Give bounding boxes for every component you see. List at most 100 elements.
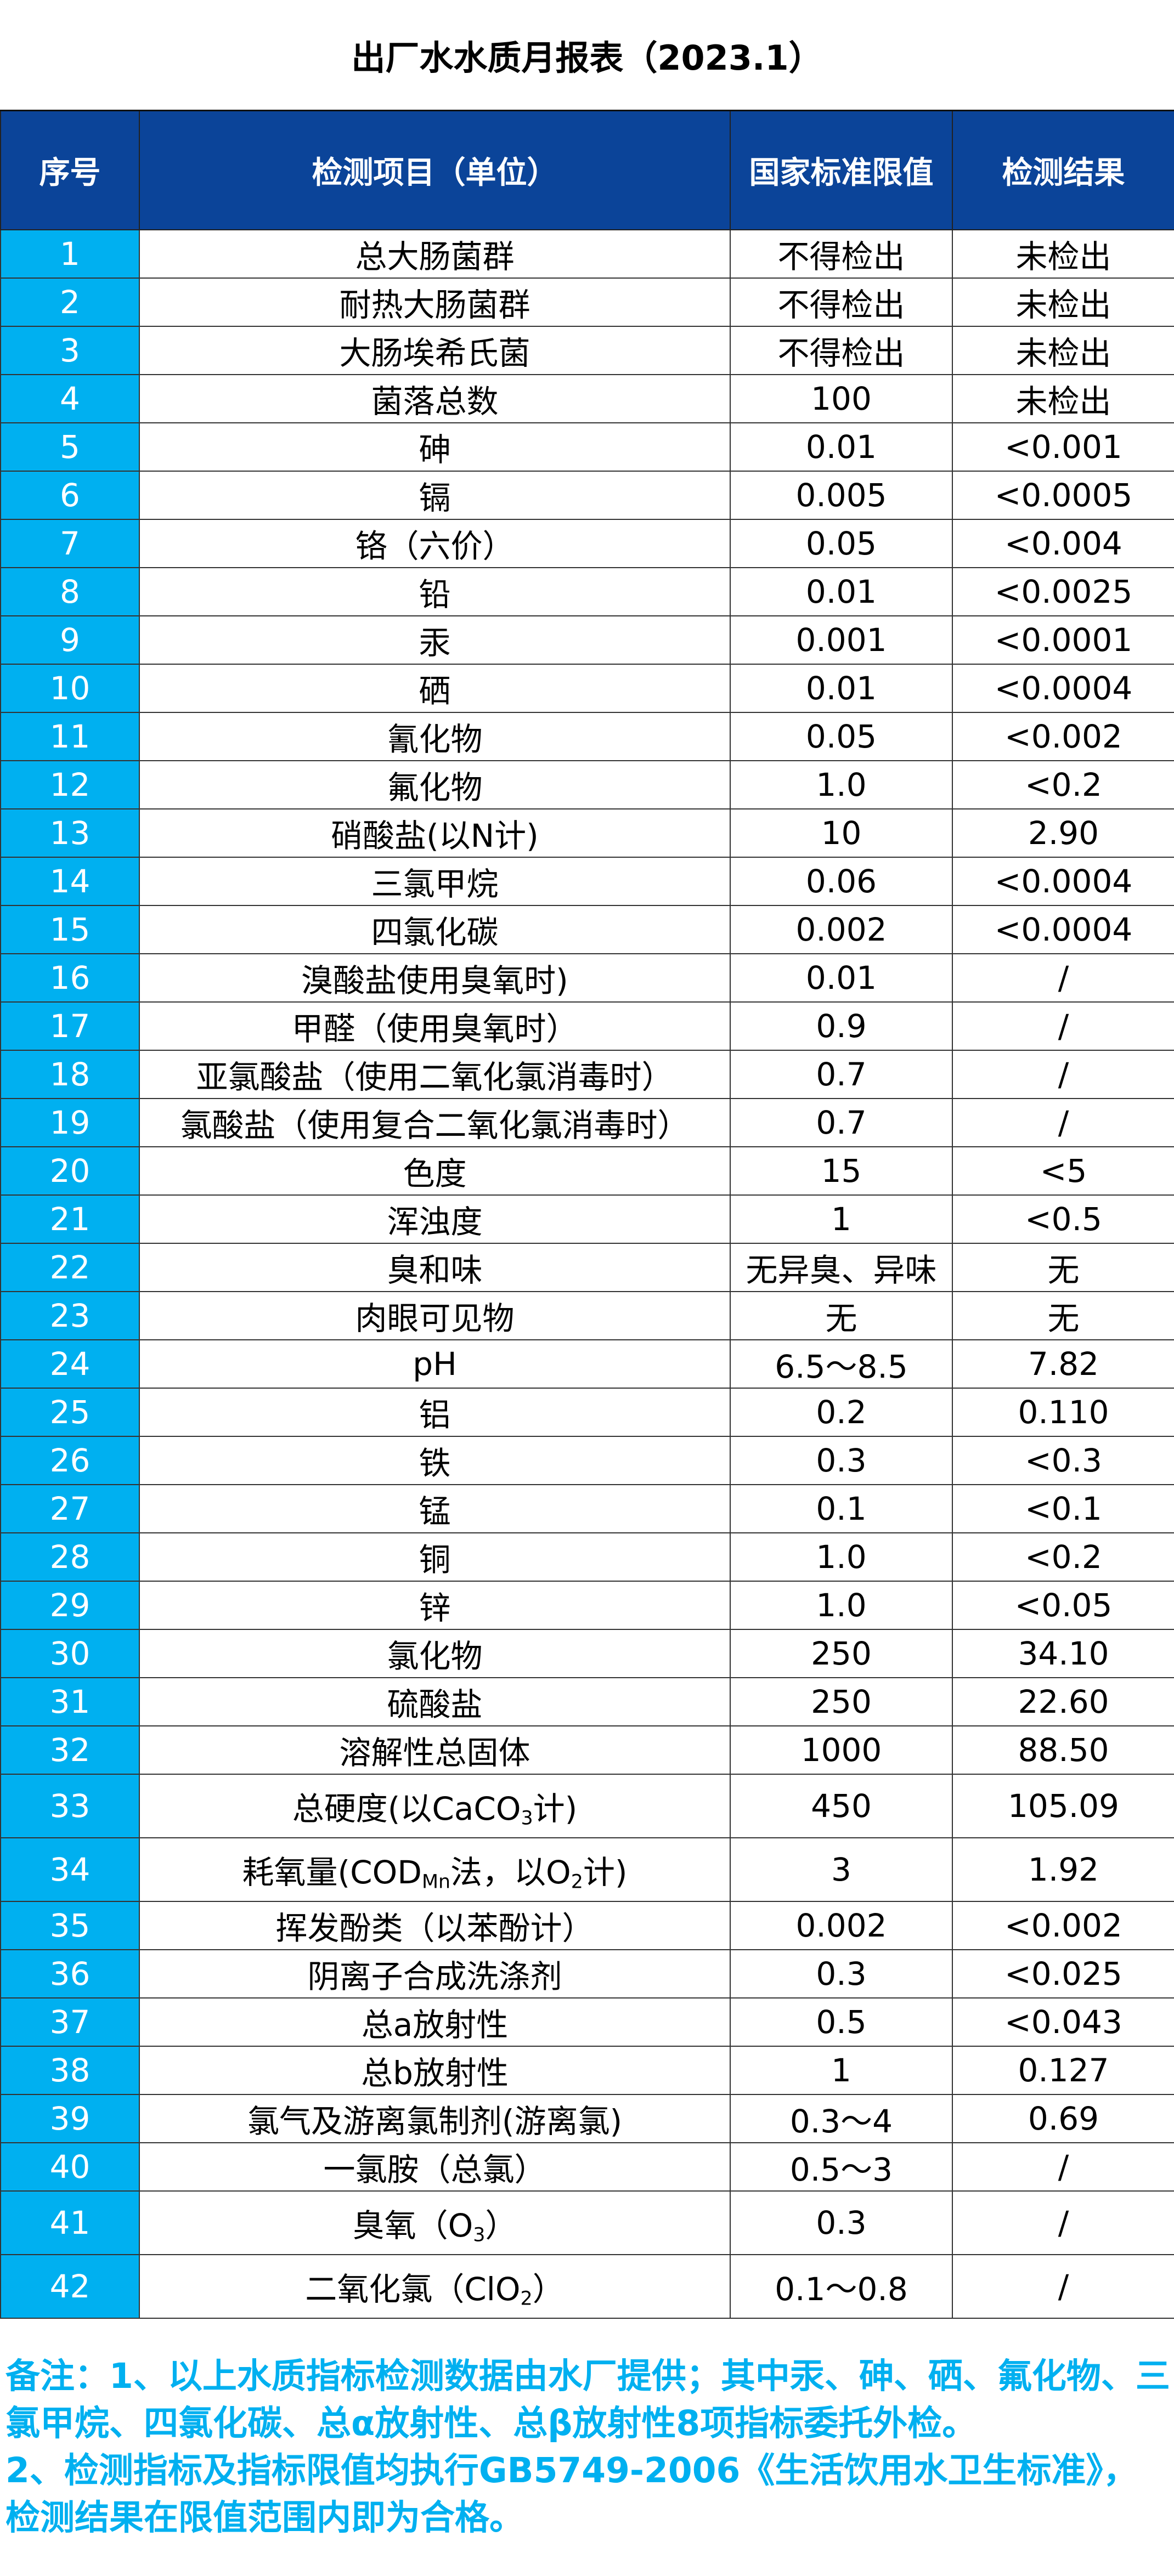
row-item: 亚氯酸盐（使用二氧化氯消毒时） xyxy=(139,1050,731,1099)
row-result: 0.127 xyxy=(952,2046,1174,2095)
item-text: 铅 xyxy=(419,576,451,613)
row-index: 42 xyxy=(0,2254,140,2319)
row-limit: 450 xyxy=(730,1774,953,1838)
row-index: 14 xyxy=(0,857,140,906)
row-item: 硫酸盐 xyxy=(139,1677,731,1726)
row-item: 浑浊度 xyxy=(139,1194,731,1244)
row-result: 未检出 xyxy=(952,326,1174,375)
item-text: 镉 xyxy=(419,479,451,517)
row-limit: 0.2 xyxy=(730,1388,953,1437)
row-limit: 0.5 xyxy=(730,1997,953,2047)
notes: 备注：1、以上水质指标检测数据由水厂提供；其中汞、砷、硒、氟化物、三氯甲烷、四氯… xyxy=(5,2353,1171,2541)
row-result: <0.2 xyxy=(952,1532,1174,1582)
table-row: 34 耗氧量(CODMn法，以O2计) 3 1.92 xyxy=(0,1837,1174,1902)
item-text: 氰化物 xyxy=(387,721,483,758)
row-limit: 0.7 xyxy=(730,1050,953,1099)
row-result: <0.05 xyxy=(952,1581,1174,1630)
row-limit: 无 xyxy=(730,1291,953,1340)
table-row: 22 臭和味 无异臭、异味无 xyxy=(0,1243,1174,1292)
table-row: 26 铁 0.3 <0.3 xyxy=(0,1436,1174,1485)
table-row: 33 总硬度(以CaCO3计) 450 105.09 xyxy=(0,1774,1174,1838)
row-result: / xyxy=(952,1098,1174,1147)
row-item: 镉 xyxy=(139,471,731,520)
row-item: 四氯化碳 xyxy=(139,905,731,954)
table-row: 41 臭氧（O3） 0.3/ xyxy=(0,2190,1174,2255)
table-row: 42 二氧化氯（ClO2） 0.1～0.8/ xyxy=(0,2254,1174,2319)
row-item: 溶解性总固体 xyxy=(139,1725,731,1775)
item-subscript: 2 xyxy=(520,2288,533,2310)
table-row: 28 铜 1.0 <0.2 xyxy=(0,1532,1174,1582)
row-limit: 无异臭、异味 xyxy=(730,1243,953,1292)
row-result: <0.2 xyxy=(952,760,1174,809)
report-title: 出厂水水质月报表（2023.1） xyxy=(351,38,823,78)
row-index: 3 xyxy=(0,326,140,375)
row-limit: 0.01 xyxy=(730,422,953,472)
row-limit: 0.3～4 xyxy=(730,2094,953,2143)
table-row: 32 溶解性总固体 1000 88.50 xyxy=(0,1725,1174,1775)
item-text: 亚氯酸盐（使用二氧化氯消毒时） xyxy=(196,1058,674,1096)
table-row: 10 硒 0.01 <0.0004 xyxy=(0,664,1174,713)
item-text: 三氯甲烷 xyxy=(371,865,499,903)
item-text: 溶解性总固体 xyxy=(339,1734,530,1771)
row-limit: 0.01 xyxy=(730,664,953,713)
item-text: 肉眼可见物 xyxy=(355,1300,515,1337)
item-text: 计) xyxy=(583,1854,628,1891)
row-limit: 0.3 xyxy=(730,1949,953,1998)
row-index: 7 xyxy=(0,519,140,568)
row-index: 40 xyxy=(0,2142,140,2192)
item-text: 铁 xyxy=(419,1445,451,1482)
row-result: 105.09 xyxy=(952,1774,1174,1838)
table-row: 17 甲醛（使用臭氧时） 0.9/ xyxy=(0,1001,1174,1051)
item-text: 氯气及游离氯制剂(游离氯) xyxy=(247,2103,623,2140)
item-text: 氯酸盐（使用复合二氧化氯消毒时） xyxy=(180,1107,690,1144)
row-index: 32 xyxy=(0,1725,140,1775)
row-result: 1.92 xyxy=(952,1837,1174,1902)
row-index: 22 xyxy=(0,1243,140,1292)
row-index: 13 xyxy=(0,808,140,858)
row-item: 溴酸盐使用臭氧时) xyxy=(139,953,731,1003)
row-result: / xyxy=(952,953,1174,1003)
row-item: 锰 xyxy=(139,1484,731,1533)
row-limit: 100 xyxy=(730,374,953,423)
row-item: pH xyxy=(139,1339,731,1389)
item-text: 硒 xyxy=(419,672,451,710)
row-index: 6 xyxy=(0,471,140,520)
row-item: 总硬度(以CaCO3计) xyxy=(139,1774,731,1838)
row-index: 18 xyxy=(0,1050,140,1099)
row-index: 34 xyxy=(0,1837,140,1902)
row-index: 1 xyxy=(0,229,140,279)
row-item: 铁 xyxy=(139,1436,731,1485)
row-item: 耐热大肠菌群 xyxy=(139,278,731,327)
row-result: <0.025 xyxy=(952,1949,1174,1998)
row-item: 肉眼可见物 xyxy=(139,1291,731,1340)
item-text: 总a放射性 xyxy=(361,2006,509,2043)
row-result: 0.110 xyxy=(952,1388,1174,1437)
row-result: <0.004 xyxy=(952,519,1174,568)
table-row: 2 耐热大肠菌群 不得检出 未检出 xyxy=(0,278,1174,327)
table-row: 36 阴离子合成洗涤剂 0.3 <0.025 xyxy=(0,1949,1174,1998)
row-item: 臭和味 xyxy=(139,1243,731,1292)
row-result: <0.3 xyxy=(952,1436,1174,1485)
header-item: 检测项目（单位） xyxy=(139,110,731,230)
row-result: 7.82 xyxy=(952,1339,1174,1389)
row-item: 氟化物 xyxy=(139,760,731,809)
row-limit: 1.0 xyxy=(730,1581,953,1630)
row-index: 4 xyxy=(0,374,140,423)
row-index: 19 xyxy=(0,1098,140,1147)
table-row: 31 硫酸盐 250 22.60 xyxy=(0,1677,1174,1726)
table-row: 18 亚氯酸盐（使用二氧化氯消毒时） 0.7/ xyxy=(0,1050,1174,1099)
row-result: 无 xyxy=(952,1291,1174,1340)
row-result: <0.043 xyxy=(952,1997,1174,2047)
item-subscript: Mn xyxy=(421,1871,451,1893)
item-text: 硝酸盐(以N计) xyxy=(331,817,539,854)
row-item: 总a放射性 xyxy=(139,1997,731,2047)
row-result: <5 xyxy=(952,1146,1174,1196)
note-2: 2、检测指标及指标限值均执行GB5749-2006《生活饮用水卫生标准》，检测结… xyxy=(5,2450,1138,2538)
header-index: 序号 xyxy=(0,110,140,230)
row-index: 2 xyxy=(0,278,140,327)
row-result: <0.002 xyxy=(952,1901,1174,1950)
row-item: 铝 xyxy=(139,1388,731,1437)
row-index: 5 xyxy=(0,422,140,472)
item-subscript: 2 xyxy=(571,1871,583,1893)
table-header-row: 序号 检测项目（单位） 国家标准限值 检测结果 xyxy=(0,110,1174,230)
